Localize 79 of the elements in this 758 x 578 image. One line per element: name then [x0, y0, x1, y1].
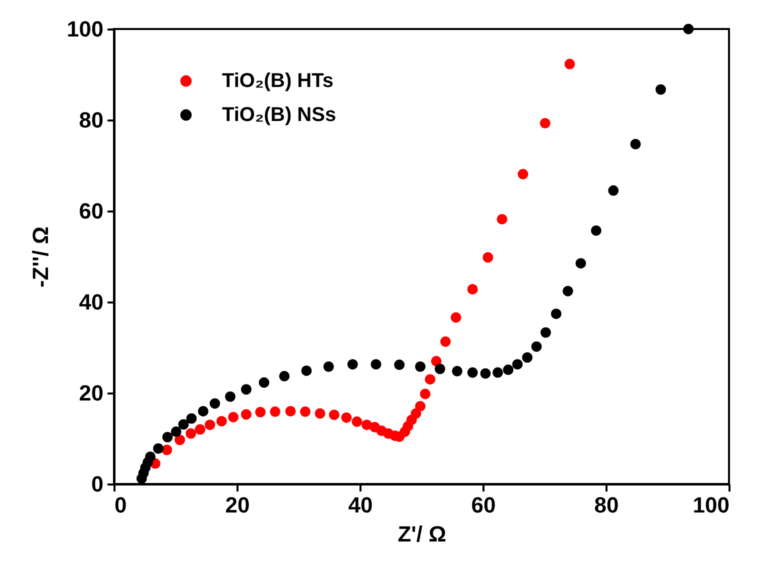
point [452, 366, 462, 376]
point [279, 370, 290, 382]
y-tick-label: 80 [79, 108, 104, 132]
point [531, 341, 542, 352]
point [162, 432, 173, 442]
point [630, 138, 641, 150]
point [341, 412, 352, 423]
point [352, 416, 362, 427]
point [240, 409, 252, 420]
point [162, 444, 172, 456]
point [194, 424, 206, 435]
point [540, 118, 550, 128]
x-tick-label: 0 [114, 492, 127, 518]
point [153, 443, 164, 454]
point [655, 84, 666, 95]
point [424, 374, 436, 385]
point [204, 420, 216, 430]
point [210, 398, 220, 409]
point [540, 327, 551, 338]
point [228, 412, 239, 422]
point [564, 58, 575, 70]
point [492, 367, 504, 378]
point [512, 359, 523, 370]
x-tick-label: 20 [225, 492, 250, 518]
point [562, 286, 574, 296]
x-tick-label: 100 [692, 492, 730, 518]
point [518, 168, 528, 180]
legend-label: TiO₂(B) HTs [222, 70, 334, 92]
point [496, 214, 508, 224]
point [576, 258, 586, 269]
point [434, 364, 446, 374]
point [590, 225, 602, 236]
point [240, 384, 252, 395]
y-axis-title: -Z''/ Ω [28, 226, 53, 288]
point [198, 406, 208, 416]
point [482, 252, 494, 263]
point [178, 419, 189, 430]
point [608, 185, 619, 196]
point [415, 400, 426, 412]
point [285, 406, 296, 416]
point [522, 352, 533, 363]
point [270, 406, 280, 417]
y-tick-label: 40 [79, 290, 104, 314]
point [186, 413, 197, 424]
x-tick-label: 40 [348, 492, 373, 518]
point [301, 365, 312, 376]
point [467, 367, 478, 378]
point [450, 312, 462, 323]
point [186, 428, 196, 439]
y-tick-label: 20 [79, 380, 104, 406]
y-tick-label: 0 [91, 472, 104, 496]
point [550, 308, 562, 320]
point [328, 410, 340, 420]
point [415, 361, 426, 372]
point [224, 391, 236, 402]
point [323, 361, 334, 372]
point [314, 408, 326, 419]
point [145, 451, 156, 462]
point [216, 416, 227, 426]
point [420, 388, 430, 400]
point [370, 359, 382, 370]
point [440, 336, 451, 347]
point [394, 360, 405, 370]
point [170, 426, 182, 437]
point [502, 364, 514, 376]
y-tick-label: 60 [79, 198, 104, 224]
point [258, 377, 270, 388]
point [683, 24, 694, 34]
point [347, 359, 358, 370]
point [174, 434, 186, 446]
x-tick-label: 80 [594, 492, 619, 518]
x-axis-title: Z'/ Ω [398, 522, 446, 546]
point [300, 406, 311, 417]
legend-label: TiO₂(B) NSs [222, 104, 336, 126]
point [255, 406, 266, 418]
point [480, 368, 491, 379]
point [467, 284, 478, 294]
y-tick-label: 100 [66, 16, 104, 42]
x-tick-label: 60 [471, 492, 496, 518]
